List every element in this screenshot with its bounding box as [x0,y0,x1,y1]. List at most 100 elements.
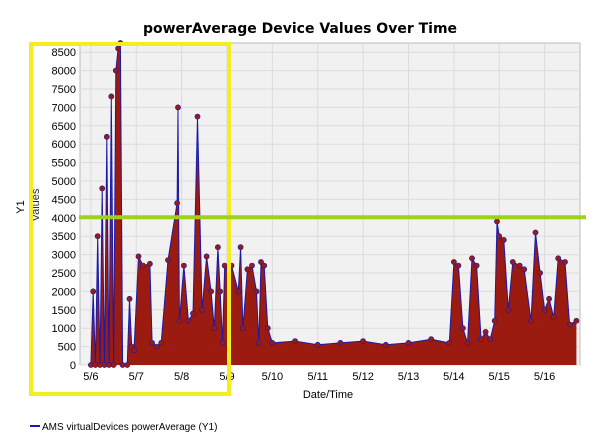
data-point [153,343,160,350]
y-tick-label: 5500 [52,158,76,170]
data-point [180,262,187,269]
data-point [219,339,226,346]
y-tick-label: 5000 [52,176,76,188]
data-point [149,339,155,346]
data-point [255,339,262,346]
data-point [532,229,539,236]
x-tick-label: 5/15 [489,371,510,383]
data-point [314,341,321,348]
data-point [203,253,210,260]
data-point [382,341,389,348]
data-point [562,259,568,265]
data-point [108,93,115,100]
y-tick-label: 2500 [52,268,76,280]
data-point [94,233,101,240]
data-point [126,295,133,302]
x-tick-label: 5/7 [129,371,144,383]
data-point [217,288,224,295]
data-point [264,325,271,332]
data-point [235,288,242,295]
y-tick-label: 3000 [52,250,76,262]
data-point [261,262,268,269]
data-point [464,339,471,346]
data-point [446,339,453,346]
data-point [360,338,366,344]
data-point [469,255,475,262]
data-point [459,325,466,332]
data-point [509,259,516,265]
x-tick-label: 5/12 [352,371,373,383]
x-tick-label: 5/13 [398,371,419,383]
data-point [487,336,494,343]
data-point [496,233,503,240]
data-point [253,288,260,295]
data-point [269,339,276,346]
y-tick-label: 7000 [52,102,76,114]
data-point [494,218,500,225]
data-point [500,236,507,243]
y-tick-label: 1500 [52,305,76,317]
data-point [292,338,298,344]
y-tick-label: 500 [58,342,76,354]
y-tick-label: 1000 [52,323,76,335]
data-point [194,113,201,120]
data-point [505,306,512,313]
y-axis-label: Y1 [15,200,27,213]
data-point [337,339,344,346]
y-tick-label: 8500 [52,47,76,59]
data-point [550,314,557,321]
data-point [573,317,580,324]
data-point [199,306,205,313]
data-point [491,317,498,324]
x-tick-label: 5/16 [534,371,555,383]
data-point [258,259,264,265]
data-point [537,270,543,276]
data-point [165,257,171,263]
data-point [541,306,548,313]
data-point [131,347,137,354]
x-tick-label: 5/10 [262,371,283,383]
x-tick-label: 5/8 [174,371,189,383]
x-axis-ticks: 5/6 5/7 5/8 5/9 5/10 5/11 5/12 5/13 5/14 5/15 5/16 [83,371,555,383]
data-point [176,317,183,324]
data-point [478,336,484,343]
data-point [90,288,97,295]
data-point [450,259,457,265]
data-point [237,244,244,251]
y-tick-label: 7500 [52,84,76,96]
x-axis-label: Date/Time [303,389,353,401]
y-tick-label: 8000 [52,66,76,78]
x-tick-label: 5/6 [83,371,98,383]
y-tick-label: 2000 [52,286,76,298]
y-tick-label: 6000 [52,139,76,151]
data-point [516,262,523,269]
x-tick-label: 5/14 [443,371,464,383]
data-point [124,362,131,368]
y-axis-ticks: 0 500 1000 1500 2000 2500 3000 3500 4000 4500 5000… [52,47,76,372]
data-point [473,262,480,269]
chart-title: powerAverage Device Values Over Time [143,21,457,37]
data-point [528,317,534,324]
data-point [99,185,106,192]
data-point [521,266,528,273]
data-point [158,339,165,346]
data-point [455,262,462,269]
data-point [174,200,180,206]
data-point [112,67,119,74]
legend: AMS virtualDevices powerAverage (Y1) [30,422,217,433]
data-point [115,45,121,52]
data-point [214,244,221,251]
y-tick-label: 0 [70,360,76,372]
data-point [185,317,192,324]
data-point [555,255,562,262]
data-point [190,310,196,317]
data-point [140,262,146,269]
y-tick-label: 6500 [52,121,76,133]
legend-label: AMS virtualDevices powerAverage (Y1) [42,422,217,433]
data-point [135,253,142,260]
data-point [103,133,110,140]
y-tick-label: 4500 [52,194,76,206]
series-area [90,43,577,365]
data-point [405,339,412,346]
